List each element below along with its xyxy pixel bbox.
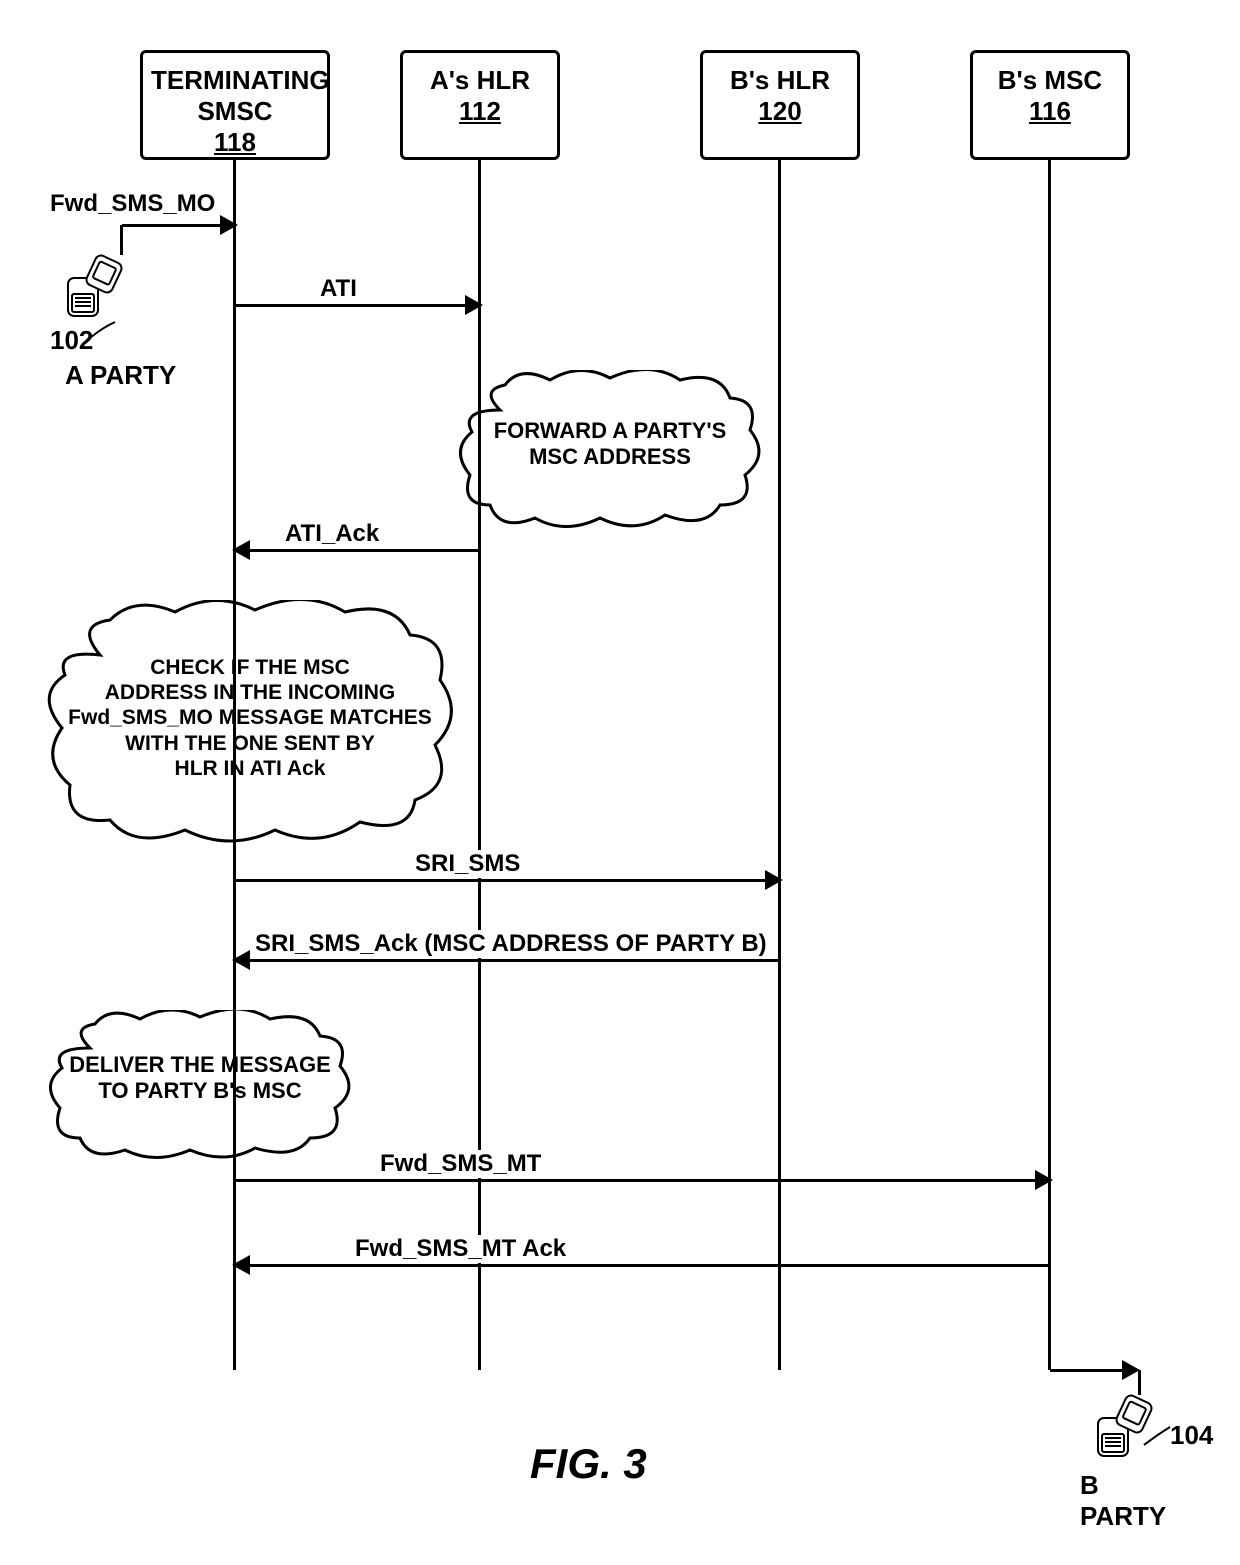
sequence-diagram: TERMINATINGSMSC 118 A's HLR 112 B's HLR … — [80, 50, 1160, 1450]
arrowhead-ati-ack — [232, 540, 250, 560]
phone-a-icon — [60, 250, 130, 320]
label-fwd-mo: Fwd_SMS_MO — [50, 190, 215, 218]
arrow-ati-ack — [235, 549, 480, 552]
b-party-label: B PARTY — [1080, 1470, 1166, 1532]
arrowhead-sri-ack — [232, 950, 250, 970]
ref-102: 102 — [50, 325, 93, 356]
arrowhead-sri — [765, 870, 783, 890]
arrowhead-fwd-mt — [1035, 1170, 1053, 1190]
box-ahlr-num: 112 — [411, 96, 549, 127]
box-smsc-label: TERMINATINGSMSC — [151, 65, 319, 127]
cloud-deliver: DELIVER THE MESSAGETO PARTY B's MSC — [40, 1010, 360, 1160]
ref-104: 104 — [1170, 1420, 1213, 1451]
arrowhead-fwd-mo — [220, 215, 238, 235]
stub-a — [120, 225, 123, 255]
label-ati-ack: ATI_Ack — [285, 520, 379, 548]
arrow-to-b — [1050, 1369, 1130, 1372]
lifeline-ahlr — [478, 160, 481, 1370]
cloud-check: CHECK IF THE MSCADDRESS IN THE INCOMINGF… — [40, 600, 460, 850]
label-fwd-ack: Fwd_SMS_MT Ack — [355, 1235, 566, 1263]
a-party-label: A PARTY — [65, 360, 176, 391]
box-ahlr: A's HLR 112 — [400, 50, 560, 160]
arrow-sri-ack — [235, 959, 780, 962]
box-bmsc: B's MSC 116 — [970, 50, 1130, 160]
arrow-fwd-mo — [122, 224, 235, 227]
arrowhead-fwd-ack — [232, 1255, 250, 1275]
ref-104-text: 104 — [1170, 1420, 1213, 1450]
box-bmsc-label: B's MSC — [981, 65, 1119, 96]
box-bmsc-num: 116 — [981, 96, 1119, 127]
label-sri: SRI_SMS — [415, 850, 520, 878]
label-ati: ATI — [320, 275, 357, 303]
box-bhlr: B's HLR 120 — [700, 50, 860, 160]
lifeline-bhlr — [778, 160, 781, 1370]
cloud-deliver-text: DELIVER THE MESSAGETO PARTY B's MSC — [40, 1010, 360, 1130]
ref-102-text: 102 — [50, 325, 93, 355]
box-bhlr-label: B's HLR — [711, 65, 849, 96]
box-smsc-num: 118 — [151, 127, 319, 158]
cloud-fwd-addr-text: FORWARD A PARTY'SMSC ADDRESS — [450, 370, 770, 496]
figure-label: FIG. 3 — [530, 1440, 647, 1488]
box-smsc: TERMINATINGSMSC 118 — [140, 50, 330, 160]
arrow-ati — [235, 304, 480, 307]
arrow-sri — [235, 879, 780, 882]
cloud-fwd-addr: FORWARD A PARTY'SMSC ADDRESS — [450, 370, 770, 530]
cloud-check-text: CHECK IF THE MSCADDRESS IN THE INCOMINGF… — [40, 600, 460, 806]
box-ahlr-label: A's HLR — [411, 65, 549, 96]
arrow-fwd-ack — [235, 1264, 1050, 1267]
arrowhead-ati — [465, 295, 483, 315]
label-sri-ack: SRI_SMS_Ack (MSC ADDRESS OF PARTY B) — [255, 930, 767, 958]
arrow-fwd-mt — [235, 1179, 1050, 1182]
label-fwd-mt: Fwd_SMS_MT — [380, 1150, 541, 1178]
box-bhlr-num: 120 — [711, 96, 849, 127]
